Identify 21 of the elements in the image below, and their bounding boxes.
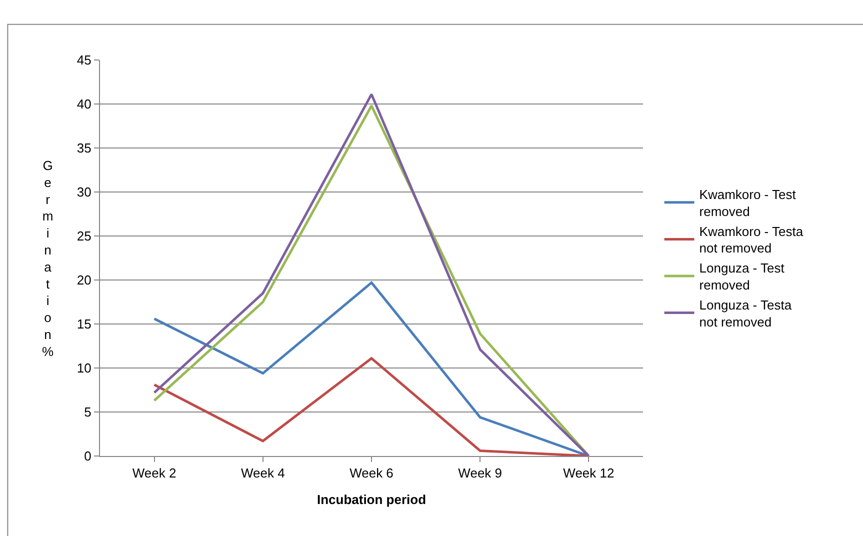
x-tick-label: Week 9	[458, 466, 502, 481]
y-tick-label: 35	[76, 140, 92, 156]
y-tick-label: 20	[76, 272, 92, 288]
legend-label: Longuza - Testa not removed	[699, 297, 792, 330]
x-axis-title: Incubation period	[316, 492, 426, 508]
y-tick-label: 5	[84, 404, 92, 420]
legend-label: Kwamkoro - Test removed	[699, 187, 796, 219]
y-tick-label: 25	[76, 228, 92, 244]
x-tick-label: Week 2	[132, 466, 176, 481]
y-tick-label: 0	[84, 448, 92, 464]
text: Germination %	[42, 158, 54, 359]
y-tick-label: 45	[76, 52, 92, 68]
x-tick-label: Week 6	[350, 466, 394, 481]
x-tick-label: Week 4	[240, 466, 285, 481]
legend-label: Longuza - Test removed	[699, 260, 785, 293]
y-tick-label: 15	[76, 316, 92, 332]
y-tick-label: 10	[76, 360, 92, 376]
legend-label: Kwamkoro - Testa not removed	[699, 224, 804, 256]
y-tick-label: 30	[76, 184, 92, 200]
y-tick-label: 40	[76, 96, 92, 112]
x-tick-label: Week 12	[563, 466, 614, 481]
